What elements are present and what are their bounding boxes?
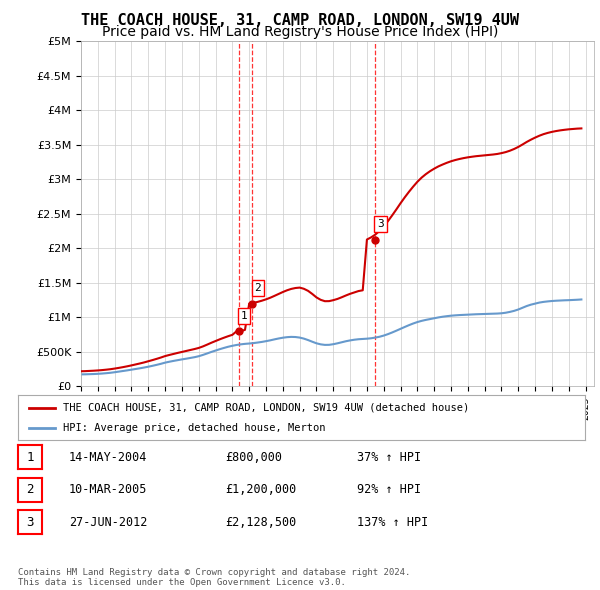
Text: 3: 3	[26, 516, 34, 529]
Text: THE COACH HOUSE, 31, CAMP ROAD, LONDON, SW19 4UW: THE COACH HOUSE, 31, CAMP ROAD, LONDON, …	[81, 13, 519, 28]
Text: 2: 2	[254, 283, 261, 293]
Text: 27-JUN-2012: 27-JUN-2012	[69, 516, 148, 529]
Text: 1: 1	[26, 451, 34, 464]
Text: Price paid vs. HM Land Registry's House Price Index (HPI): Price paid vs. HM Land Registry's House …	[102, 25, 498, 40]
Text: £1,200,000: £1,200,000	[225, 483, 296, 496]
Text: Contains HM Land Registry data © Crown copyright and database right 2024.
This d: Contains HM Land Registry data © Crown c…	[18, 568, 410, 587]
Text: 137% ↑ HPI: 137% ↑ HPI	[357, 516, 428, 529]
Text: £800,000: £800,000	[225, 451, 282, 464]
Text: HPI: Average price, detached house, Merton: HPI: Average price, detached house, Mert…	[64, 424, 326, 434]
Text: 2: 2	[26, 483, 34, 496]
Text: 3: 3	[377, 219, 384, 229]
Text: THE COACH HOUSE, 31, CAMP ROAD, LONDON, SW19 4UW (detached house): THE COACH HOUSE, 31, CAMP ROAD, LONDON, …	[64, 403, 470, 412]
Text: 1: 1	[241, 311, 247, 321]
Text: £2,128,500: £2,128,500	[225, 516, 296, 529]
Text: 92% ↑ HPI: 92% ↑ HPI	[357, 483, 421, 496]
Text: 37% ↑ HPI: 37% ↑ HPI	[357, 451, 421, 464]
Text: 14-MAY-2004: 14-MAY-2004	[69, 451, 148, 464]
Text: 10-MAR-2005: 10-MAR-2005	[69, 483, 148, 496]
